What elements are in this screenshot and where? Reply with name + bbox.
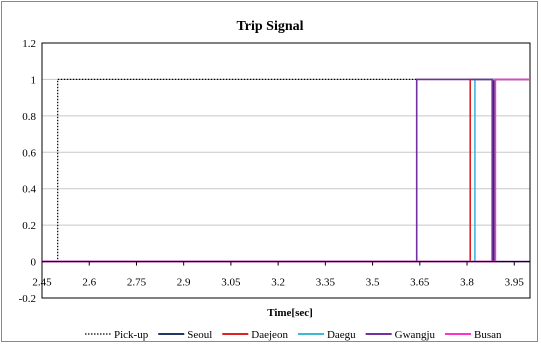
y-tick-label: 1.2 bbox=[22, 38, 36, 50]
series-line-busan bbox=[42, 78, 530, 263]
x-tick-label: 3.05 bbox=[221, 277, 241, 289]
series-lines bbox=[42, 78, 530, 263]
x-axis-label: Time[sec] bbox=[267, 307, 313, 319]
series-line-daejeon bbox=[42, 78, 530, 263]
y-tick-label: 0 bbox=[31, 257, 37, 269]
x-tick-label: 3.95 bbox=[505, 277, 525, 289]
series-line-daegu bbox=[42, 78, 530, 263]
x-tick-label: 2.6 bbox=[82, 277, 96, 289]
y-tick-label: 0.6 bbox=[22, 147, 36, 159]
x-tick-label: 3.35 bbox=[316, 277, 336, 289]
x-tick-label: 2.75 bbox=[127, 277, 147, 289]
legend: Pick-up Seoul Daejeon Daegu Gwangju Busan bbox=[85, 329, 502, 341]
plot-area bbox=[41, 42, 531, 299]
y-tick-label: 0.2 bbox=[22, 220, 36, 232]
legend-label: Pick-up bbox=[114, 329, 149, 341]
x-tick-label: 3.2 bbox=[271, 277, 285, 289]
series-line-seoul bbox=[42, 78, 530, 263]
legend-label: Busan bbox=[474, 329, 502, 341]
axes: -0.2 0 0.2 0.4 0.6 0.8 1 1.2 2.45 2.6 2.75 2.9 3.05 3… bbox=[19, 38, 530, 305]
x-tick-label: 3.5 bbox=[366, 277, 380, 289]
legend-label: Daejeon bbox=[251, 329, 288, 341]
y-tick-label: 1 bbox=[31, 74, 37, 86]
series-line-gwangju bbox=[42, 78, 530, 263]
y-tick-label: 0.4 bbox=[22, 184, 36, 196]
y-tick-label: -0.2 bbox=[19, 293, 36, 305]
legend-label: Seoul bbox=[187, 329, 212, 341]
x-tick-label: 2.45 bbox=[32, 277, 52, 289]
legend-label: Gwangju bbox=[395, 329, 436, 341]
x-tick-label: 3.65 bbox=[410, 277, 430, 289]
x-tick-label: 2.9 bbox=[177, 277, 191, 289]
chart-title: Trip Signal bbox=[236, 19, 303, 34]
y-tick-label: 0.8 bbox=[22, 111, 36, 123]
gridlines bbox=[42, 42, 530, 299]
series-line-pick-up bbox=[42, 78, 530, 263]
legend-label: Daegu bbox=[327, 329, 356, 341]
x-tick-label: 3.8 bbox=[460, 277, 474, 289]
